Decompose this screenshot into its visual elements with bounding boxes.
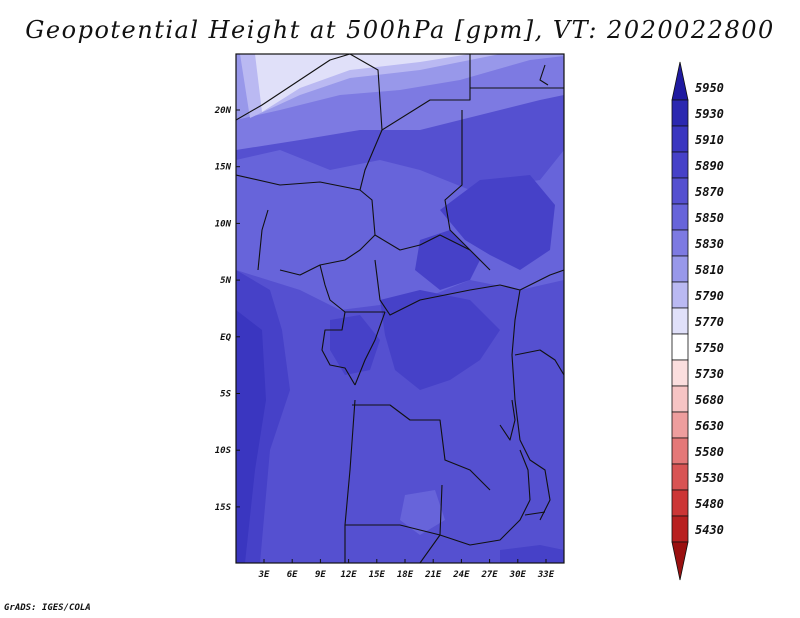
contour-5910-west [236, 310, 266, 563]
colorbar-label: 5950 [695, 81, 724, 95]
gabon-border [321, 311, 356, 386]
colorbar-label: 5580 [695, 445, 724, 459]
colorbar-segment [671, 229, 689, 257]
lat-tick-label: 5S [220, 390, 231, 400]
uganda-border [514, 349, 564, 376]
colorbar-label: 5790 [695, 289, 724, 303]
grads-credit: GrADS: IGES/COLA [4, 603, 91, 613]
tanzania-border [519, 439, 551, 521]
colorbar-label: 5870 [695, 185, 724, 199]
lat-tick-label: 5N [220, 276, 231, 286]
lon-tick-label: 6E [287, 570, 298, 580]
colorbar-label: 5530 [695, 471, 724, 485]
angola-drc-border [352, 404, 491, 491]
lon-tick-label: 30E [509, 570, 527, 580]
colorbar-segment [671, 307, 689, 335]
contour-5890-central [415, 230, 480, 290]
libya-niger-border [349, 54, 383, 191]
colorbar-label: 5680 [695, 393, 724, 407]
contour-5890-east [440, 175, 555, 270]
colorbar-segment [671, 359, 689, 387]
lake-tanganyika [499, 399, 516, 441]
colorbar-label: 5810 [695, 263, 724, 277]
lon-tick-label: 27E [480, 570, 498, 580]
red-sea-coast [539, 64, 549, 86]
chad-car-border [374, 234, 471, 251]
nigeria-cameroon-border [279, 234, 376, 276]
congo-border [354, 311, 386, 386]
lon-tick-label: 3E [258, 570, 270, 580]
lat-tick-label: 15S [215, 503, 232, 513]
colorbar-label: 5830 [695, 237, 724, 251]
colorbar-label: 5910 [695, 133, 724, 147]
colorbar-segment [671, 125, 689, 153]
lon-tick-label: 9E [315, 570, 326, 580]
colorbar-label: 5770 [695, 315, 724, 329]
angola-namibia-border [345, 484, 443, 536]
colorbar-label: 5480 [695, 497, 724, 511]
lon-tick-label: 15E [369, 570, 386, 580]
colorbar-segment [671, 437, 689, 465]
cameroon-south-border [319, 264, 385, 313]
colorbar: 5950 5930 5910 5890 5870 5850 5830 5810 5790 5770… [671, 61, 724, 581]
colorbar-segment [671, 515, 689, 543]
namibia-east-border [419, 534, 441, 563]
colorbar-segment [671, 541, 689, 581]
colorbar-label: 5430 [695, 523, 724, 537]
contour-5770-band [255, 54, 470, 112]
lon-tick-label: 33E [537, 570, 555, 580]
map-frame [235, 53, 565, 564]
colorbar-segment [671, 99, 689, 127]
colorbar-label: 5930 [695, 107, 724, 121]
colorbar-segment [671, 177, 689, 205]
lon-tick-label: 12E [340, 570, 357, 580]
lat-tick-label: 20N [214, 106, 232, 116]
contour-5890-southeast [500, 545, 564, 563]
contour-5850-south [400, 490, 445, 535]
libya-chad-border [381, 54, 471, 131]
drc-east-border [511, 289, 521, 441]
car-south-border [374, 259, 521, 316]
colorbar-segment [671, 61, 689, 101]
colorbar-segment [671, 489, 689, 517]
colorbar-label: 5750 [695, 341, 724, 355]
colorbar-segment [671, 333, 689, 361]
contour-5890-congo [380, 290, 500, 390]
colorbar-label: 5850 [695, 211, 724, 225]
latitude-ticks: 20N 15N 10N 5N EQ 5S 10S 15S [214, 106, 240, 513]
algeria-border [236, 54, 351, 121]
lon-tick-label: 18E [397, 570, 414, 580]
colorbar-segment [671, 411, 689, 439]
colorbar-segment [671, 255, 689, 283]
country-borders [236, 54, 564, 563]
lat-tick-label: 10N [215, 219, 232, 229]
angola-coast [344, 399, 356, 563]
lon-tick-label: 24E [452, 570, 470, 580]
colorbar-segment [671, 281, 689, 309]
zambia-south-border [439, 499, 531, 546]
lake-malawi [519, 449, 531, 501]
niger-south-border [236, 174, 376, 236]
colorbar-segment [671, 151, 689, 179]
colorbar-label: 5630 [695, 419, 724, 433]
mozambique-border [524, 511, 546, 516]
colorbar-segment [671, 385, 689, 413]
lat-tick-label: 15N [215, 163, 232, 173]
lat-tick-label: 10S [215, 446, 232, 456]
lat-tick-label: EQ [220, 333, 231, 343]
lon-tick-label: 21E [424, 570, 442, 580]
longitude-ticks: 3E 6E 9E 12E 15E 18E 21E 24E 27E 30E 33E [258, 559, 555, 580]
chad-sudan-border [444, 110, 491, 271]
chart-title: Geopotential Height at 500hPa [gpm], VT:… [25, 16, 775, 44]
south-sudan-border [519, 269, 564, 291]
colorbar-segment [671, 463, 689, 491]
height-field [236, 54, 564, 563]
colorbar-label: 5890 [695, 159, 724, 173]
colorbar-label: 5730 [695, 367, 724, 381]
colorbar-segment [671, 203, 689, 231]
benin-border [257, 209, 269, 271]
